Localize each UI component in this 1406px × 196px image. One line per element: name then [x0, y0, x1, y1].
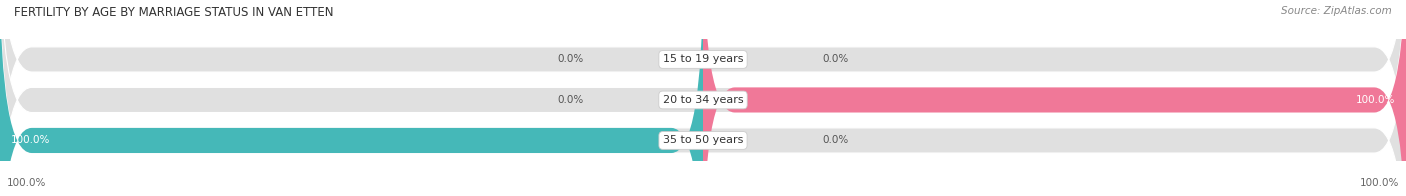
- Text: 20 to 34 years: 20 to 34 years: [662, 95, 744, 105]
- Text: 15 to 19 years: 15 to 19 years: [662, 54, 744, 64]
- Text: 0.0%: 0.0%: [823, 54, 849, 64]
- Text: Source: ZipAtlas.com: Source: ZipAtlas.com: [1281, 6, 1392, 16]
- Text: 35 to 50 years: 35 to 50 years: [662, 135, 744, 145]
- Text: 100.0%: 100.0%: [7, 178, 46, 188]
- Text: 0.0%: 0.0%: [557, 95, 583, 105]
- Text: 0.0%: 0.0%: [557, 54, 583, 64]
- Text: 100.0%: 100.0%: [1355, 95, 1395, 105]
- Text: 0.0%: 0.0%: [823, 135, 849, 145]
- FancyBboxPatch shape: [703, 0, 1406, 196]
- Text: 100.0%: 100.0%: [1360, 178, 1399, 188]
- FancyBboxPatch shape: [0, 0, 703, 196]
- Text: 100.0%: 100.0%: [10, 135, 51, 145]
- Text: FERTILITY BY AGE BY MARRIAGE STATUS IN VAN ETTEN: FERTILITY BY AGE BY MARRIAGE STATUS IN V…: [14, 6, 333, 19]
